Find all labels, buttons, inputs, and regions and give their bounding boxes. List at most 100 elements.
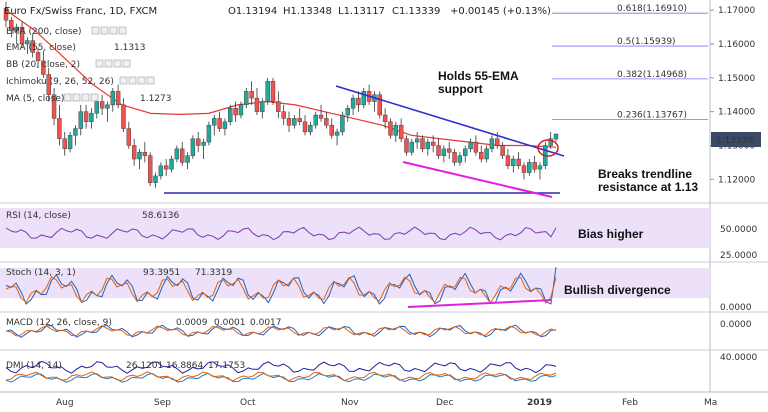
candle-body bbox=[308, 124, 313, 133]
legend-tool-icon[interactable] bbox=[137, 76, 146, 85]
candle-body bbox=[131, 145, 137, 160]
candle-body bbox=[409, 141, 415, 153]
candle-body bbox=[345, 108, 350, 116]
candle-body bbox=[260, 101, 265, 112]
legend-ema55[interactable]: EMA (55, close) bbox=[6, 43, 76, 53]
time-axis-label: Dec bbox=[436, 398, 453, 408]
candle-body bbox=[495, 138, 500, 146]
candle-body bbox=[201, 141, 206, 146]
legend-tool-icon[interactable] bbox=[63, 93, 72, 102]
legend-ema200[interactable]: EMA (200, close) bbox=[6, 27, 82, 37]
candle-body bbox=[147, 155, 153, 183]
legend-tool-icon[interactable] bbox=[72, 93, 81, 102]
candle-body bbox=[163, 165, 169, 170]
candle-body bbox=[473, 141, 479, 153]
dmi-lines bbox=[5, 360, 557, 383]
candle-body bbox=[479, 152, 484, 160]
stoch-k-value: 93.3951 bbox=[143, 268, 180, 278]
fibonacci-levels: 0.618(1.16910) 0.5(1.15939) 0.382(1.14968)… bbox=[552, 4, 708, 121]
legend-tool-icon[interactable] bbox=[128, 76, 137, 85]
stoch-lines bbox=[5, 267, 557, 305]
candle-body bbox=[89, 113, 94, 123]
fib-level-label: 0.618(1.16910) bbox=[617, 4, 687, 14]
legend-tool-icon[interactable] bbox=[118, 26, 127, 35]
candle-body bbox=[62, 138, 67, 150]
candle-body bbox=[25, 40, 30, 45]
price-axis: 1.170001.160001.150001.140001.130001.120… bbox=[710, 6, 755, 185]
legend-tool-icon[interactable] bbox=[122, 59, 131, 68]
stoch-d-series bbox=[5, 276, 557, 304]
ohlc-open: O1.13194 bbox=[228, 6, 277, 17]
rsi-series bbox=[5, 226, 557, 241]
candles bbox=[3, 1, 559, 188]
rsi-line bbox=[5, 226, 557, 241]
time-axis-label: 2019 bbox=[527, 398, 552, 408]
legend-bb[interactable]: BB (20, close, 2) bbox=[6, 60, 80, 70]
candle-body bbox=[447, 148, 452, 153]
ema-line bbox=[5, 9, 557, 148]
candle-body bbox=[382, 114, 388, 122]
price-tick-label: 1.15000 bbox=[718, 74, 755, 84]
candle-body bbox=[441, 148, 447, 156]
legend-tool-icon[interactable] bbox=[100, 26, 109, 35]
candle-body bbox=[169, 158, 174, 170]
price-tick-label: 1.14000 bbox=[718, 108, 755, 118]
last-price-box bbox=[711, 132, 761, 147]
candle-body bbox=[537, 165, 543, 170]
legend-tool-icon[interactable] bbox=[91, 26, 100, 35]
macd-tick-0: 0.0000 bbox=[720, 320, 752, 330]
legend-tool-icon[interactable] bbox=[109, 26, 118, 35]
stoch-title[interactable]: Stoch (14, 3, 1) bbox=[6, 268, 76, 278]
macd-title[interactable]: MACD (12, 26, close, 9) bbox=[6, 318, 112, 328]
legend-tool-icon[interactable] bbox=[95, 59, 104, 68]
candle-body bbox=[244, 91, 249, 106]
macd-lines bbox=[5, 324, 557, 338]
candle-body bbox=[452, 152, 457, 163]
candle-body bbox=[206, 124, 212, 143]
candle-body bbox=[121, 104, 126, 129]
candle-body bbox=[217, 118, 222, 129]
time-axis-label: Sep bbox=[154, 398, 171, 408]
dmi-adx-series bbox=[5, 360, 557, 374]
candle-body bbox=[110, 91, 115, 106]
candle-body bbox=[318, 114, 324, 119]
legend-tool-icon[interactable] bbox=[119, 76, 128, 85]
candle-body bbox=[78, 111, 83, 129]
legend-ema55-value: 1.1313 bbox=[114, 43, 146, 53]
dmi-tick-40: 40.0000 bbox=[720, 353, 757, 363]
macd-signal-series bbox=[5, 325, 557, 337]
legend-ichimoku[interactable]: Ichimoku (9, 26, 52, 26) bbox=[6, 77, 114, 87]
last-price-label: 1.13339 bbox=[716, 136, 753, 146]
candle-body bbox=[436, 145, 441, 156]
candle-body bbox=[484, 148, 489, 160]
legend-tool-icon[interactable] bbox=[113, 59, 122, 68]
candle-body bbox=[388, 121, 393, 136]
candle-body bbox=[19, 26, 25, 45]
legend-tool-icon[interactable] bbox=[81, 93, 90, 102]
candle-body bbox=[3, 8, 9, 21]
legend-tool-icon[interactable] bbox=[146, 76, 155, 85]
candle-body bbox=[521, 165, 527, 173]
annotation-ema-support-line1: Holds 55-EMA bbox=[438, 69, 519, 83]
legend-tool-icon[interactable] bbox=[90, 93, 99, 102]
dmi-value-3: 17.1753 bbox=[208, 361, 245, 371]
annotation-trendline-line1: Breaks trendline bbox=[598, 167, 692, 181]
candle-body bbox=[35, 52, 41, 62]
candle-body bbox=[532, 162, 537, 170]
legend-tool-icon[interactable] bbox=[104, 59, 113, 68]
candle-body bbox=[420, 138, 425, 150]
breakout-circle bbox=[537, 139, 559, 157]
macd-value-1: 0.0009 bbox=[176, 318, 208, 328]
price-tick-label: 1.16000 bbox=[718, 40, 755, 50]
candle-body bbox=[105, 104, 110, 109]
candle-body bbox=[67, 135, 73, 150]
candle-body bbox=[511, 158, 516, 166]
legend-ma5[interactable]: MA (5, close) bbox=[6, 94, 64, 104]
instrument-title[interactable]: Euro Fx/Swiss Franc, 1D, FXCM bbox=[4, 6, 157, 17]
candle-body bbox=[233, 108, 238, 116]
ema-200-line bbox=[5, 9, 557, 148]
candle-body bbox=[270, 80, 276, 102]
price-tick-label: 1.17000 bbox=[718, 6, 755, 16]
dmi-title[interactable]: DMI (14, 14) bbox=[6, 361, 62, 371]
rsi-title[interactable]: RSI (14, close) bbox=[6, 211, 71, 221]
